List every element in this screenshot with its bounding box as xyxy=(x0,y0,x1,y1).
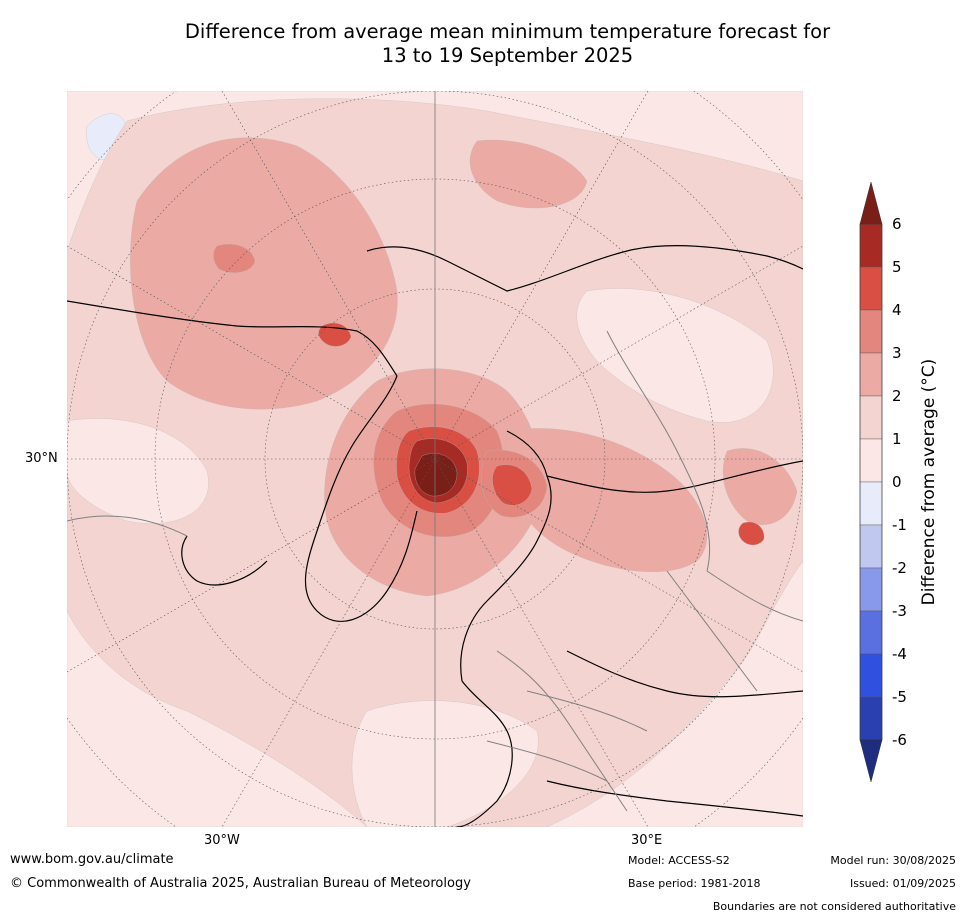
border xyxy=(496,650,628,812)
anomaly-region-4-5 xyxy=(738,521,765,546)
model-run-text: Model run: 30/08/2025 xyxy=(830,854,956,867)
border xyxy=(526,690,648,732)
coastline xyxy=(181,535,268,586)
colorbar-band xyxy=(859,567,883,612)
colorbar-tick-label: -3 xyxy=(892,602,907,620)
coastline xyxy=(566,650,803,698)
anomaly-region-0-1 xyxy=(576,288,774,423)
country-borders xyxy=(67,330,803,812)
longitude-label-30w: 30°W xyxy=(204,833,240,848)
colorbar-extend-top xyxy=(859,182,883,225)
colorbar-band xyxy=(859,223,883,268)
colorbar-band xyxy=(859,438,883,483)
colorbar-tick-label: 5 xyxy=(892,258,902,276)
colorbar-tick-label: 3 xyxy=(892,344,902,362)
coastline xyxy=(67,300,398,377)
colorbar-tick-label: 1 xyxy=(892,430,902,448)
colorbar-band xyxy=(859,481,883,526)
map-canvas xyxy=(67,91,803,827)
colorbar-band xyxy=(859,395,883,440)
title-line-2: 13 to 19 September 2025 xyxy=(381,44,634,67)
colorbar-extend-bottom xyxy=(859,739,883,782)
coastline xyxy=(460,430,552,682)
colorbar-band xyxy=(859,309,883,354)
anomaly-region-0-1 xyxy=(351,700,539,827)
colorbar-bands xyxy=(859,223,883,741)
colorbar-tick-label: -6 xyxy=(892,731,907,749)
border xyxy=(706,570,803,622)
colorbar-tick-label: -1 xyxy=(892,516,907,534)
colorbar-band xyxy=(859,653,883,698)
border xyxy=(67,515,188,537)
temperature-anomaly-map xyxy=(67,91,803,827)
anomaly-region-2-3 xyxy=(722,448,798,525)
longitude-label-30e: 30°E xyxy=(631,833,663,848)
colorbar-tick-label: 4 xyxy=(892,301,902,319)
anomaly-region-2-3 xyxy=(469,139,588,209)
colorbar-band xyxy=(859,352,883,397)
coastline xyxy=(304,375,418,622)
anomaly-region-3-4 xyxy=(213,243,256,273)
coastline xyxy=(546,460,803,493)
border xyxy=(666,570,758,692)
colorbar-band xyxy=(859,266,883,311)
base-period-text: Base period: 1981-2018 xyxy=(628,877,761,890)
coastline xyxy=(366,244,803,292)
colorbar-tick-label: 6 xyxy=(892,215,902,233)
border xyxy=(486,740,608,782)
colorbar-band xyxy=(859,610,883,655)
model-text: Model: ACCESS-S2 xyxy=(628,854,730,867)
issued-text: Issued: 01/09/2025 xyxy=(849,877,956,890)
coastline xyxy=(456,680,513,827)
colorbar-band xyxy=(859,524,883,569)
latitude-label-30n: 30°N xyxy=(25,451,58,466)
border xyxy=(606,330,711,572)
coastlines xyxy=(67,244,803,827)
colorbar-band xyxy=(859,696,883,741)
coastline xyxy=(546,780,803,817)
colorbar xyxy=(859,182,883,782)
colorbar-tick-label: -4 xyxy=(892,645,907,663)
colorbar-tick-label: 0 xyxy=(892,473,902,491)
map-title: Difference from average mean minimum tem… xyxy=(0,20,965,68)
anomaly-region-4-5 xyxy=(492,464,533,506)
anomaly-region-above-6 xyxy=(414,453,458,497)
anomaly-region-2-3 xyxy=(504,428,708,572)
colorbar-title: Difference from average (°C) xyxy=(919,358,939,606)
disclaimer-text: Boundaries are not considered authoritat… xyxy=(712,900,956,913)
title-line-1: Difference from average mean minimum tem… xyxy=(184,20,831,43)
colorbar-tick-label: -2 xyxy=(892,559,907,577)
copyright-text: © Commonwealth of Australia 2025, Austra… xyxy=(10,876,471,891)
colorbar-frame xyxy=(859,223,883,741)
colorbar-tick-label: 2 xyxy=(892,387,902,405)
colorbar-tick-label: -5 xyxy=(892,688,907,706)
anomaly-region-0-1 xyxy=(67,418,209,524)
website-link[interactable]: www.bom.gov.au/climate xyxy=(10,852,174,867)
